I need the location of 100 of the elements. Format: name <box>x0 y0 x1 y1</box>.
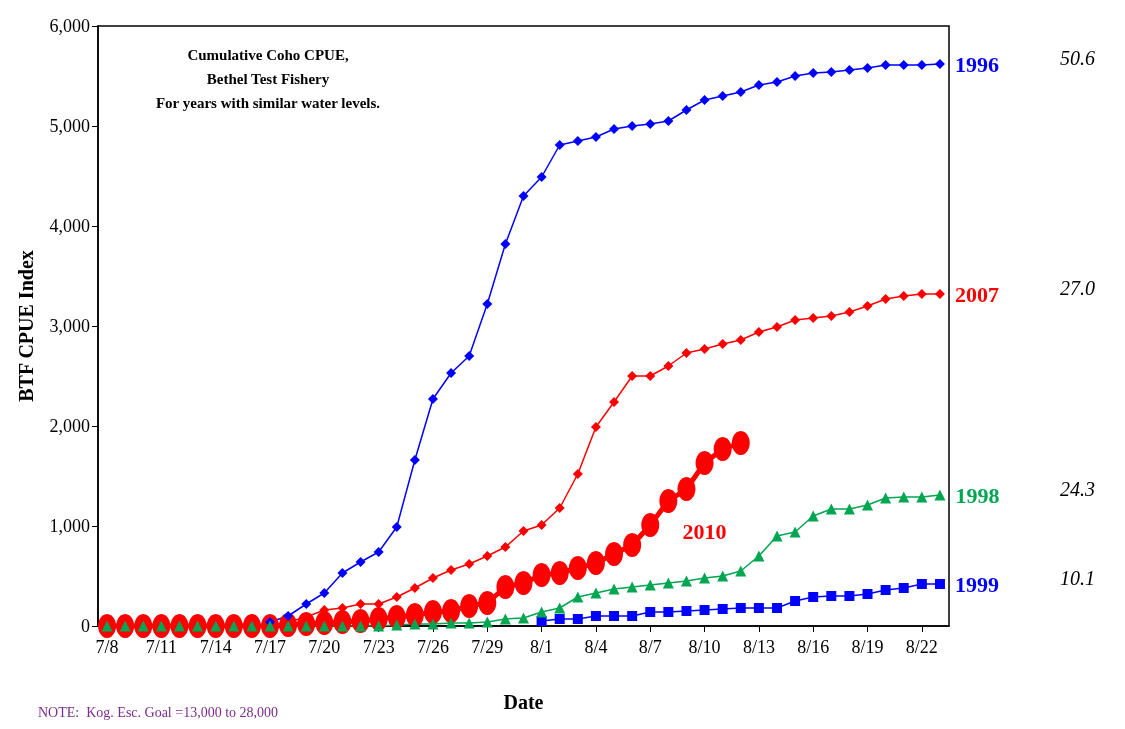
point <box>880 60 891 70</box>
point <box>663 361 674 371</box>
point <box>843 503 855 515</box>
y-tick-label: 5,000 <box>49 116 90 136</box>
point <box>554 503 565 513</box>
point <box>790 315 801 325</box>
x-tick-label: 8/19 <box>851 637 884 657</box>
point <box>808 313 819 323</box>
point <box>880 585 891 595</box>
point <box>898 583 909 593</box>
text: 24.3 <box>1060 478 1095 500</box>
point <box>463 617 475 629</box>
point <box>934 59 945 69</box>
point <box>826 67 837 77</box>
x-tick-label: 8/4 <box>584 637 608 657</box>
point <box>609 397 620 407</box>
point <box>663 607 674 617</box>
x-tick-label: 7/8 <box>95 637 119 657</box>
point <box>445 617 457 629</box>
point <box>609 611 620 621</box>
point <box>645 119 656 129</box>
x-tick-label: 8/10 <box>688 637 721 657</box>
point <box>898 491 910 503</box>
point <box>898 60 909 70</box>
point <box>699 572 711 584</box>
text: NOTE: Kog. Esc. Goal =13,000 to 28,000 <box>38 704 279 720</box>
point <box>789 526 801 538</box>
series-label: 2010 <box>682 518 727 544</box>
point <box>478 591 497 615</box>
point <box>790 71 801 81</box>
point <box>626 581 638 593</box>
point <box>409 618 421 630</box>
x-tick-label: 8/1 <box>530 637 554 657</box>
point <box>496 575 515 599</box>
point <box>717 604 728 614</box>
point <box>464 559 475 569</box>
y-tick-label: 2,000 <box>49 416 90 436</box>
point <box>844 591 855 601</box>
point <box>590 132 601 142</box>
point <box>808 592 819 602</box>
point <box>464 351 475 361</box>
point <box>862 589 873 599</box>
point <box>844 307 855 317</box>
point <box>677 477 696 501</box>
point <box>771 77 782 87</box>
point <box>536 520 547 530</box>
point <box>659 489 678 513</box>
point <box>695 451 714 475</box>
text: 50.6 <box>1060 47 1095 69</box>
x-tick-label: 7/11 <box>145 637 178 657</box>
x-tick-label: 7/14 <box>199 637 232 657</box>
point <box>572 591 584 603</box>
point <box>681 105 692 115</box>
point <box>934 579 945 589</box>
point <box>844 65 855 75</box>
point <box>572 469 583 479</box>
point <box>373 599 384 609</box>
point <box>568 556 587 580</box>
point <box>934 489 946 501</box>
point <box>826 591 837 601</box>
x-tick-label: 8/22 <box>905 637 938 657</box>
point <box>735 603 746 613</box>
point <box>735 565 747 577</box>
point <box>916 579 927 589</box>
point <box>409 583 420 593</box>
point <box>514 571 533 595</box>
point <box>753 603 764 613</box>
point <box>862 301 873 311</box>
point <box>590 587 602 599</box>
point <box>405 603 424 627</box>
x-tick-label: 7/23 <box>362 637 395 657</box>
point <box>753 550 765 562</box>
x-tick-label: 7/29 <box>471 637 504 657</box>
point <box>482 551 493 561</box>
series-label: 1999 <box>954 571 999 597</box>
point <box>536 606 548 618</box>
x-tick-label: 7/26 <box>416 637 449 657</box>
point <box>808 68 819 78</box>
point <box>572 136 583 146</box>
point <box>753 327 764 337</box>
point <box>391 522 402 532</box>
point <box>427 394 438 404</box>
point <box>409 455 420 465</box>
point <box>826 311 837 321</box>
y-axis-title: BTF CPUE Index <box>15 250 37 402</box>
point <box>898 291 909 301</box>
point <box>627 371 638 381</box>
point <box>699 344 710 354</box>
point <box>771 322 782 332</box>
point <box>663 116 674 126</box>
y-tick-label: 4,000 <box>49 216 90 236</box>
text: 10.1 <box>1060 567 1095 589</box>
point <box>731 431 750 455</box>
point <box>645 607 656 617</box>
point <box>572 614 583 624</box>
point <box>735 335 746 345</box>
point <box>627 121 638 131</box>
y-tick-label: 1,000 <box>49 516 90 536</box>
point <box>735 87 746 97</box>
point <box>717 570 729 582</box>
